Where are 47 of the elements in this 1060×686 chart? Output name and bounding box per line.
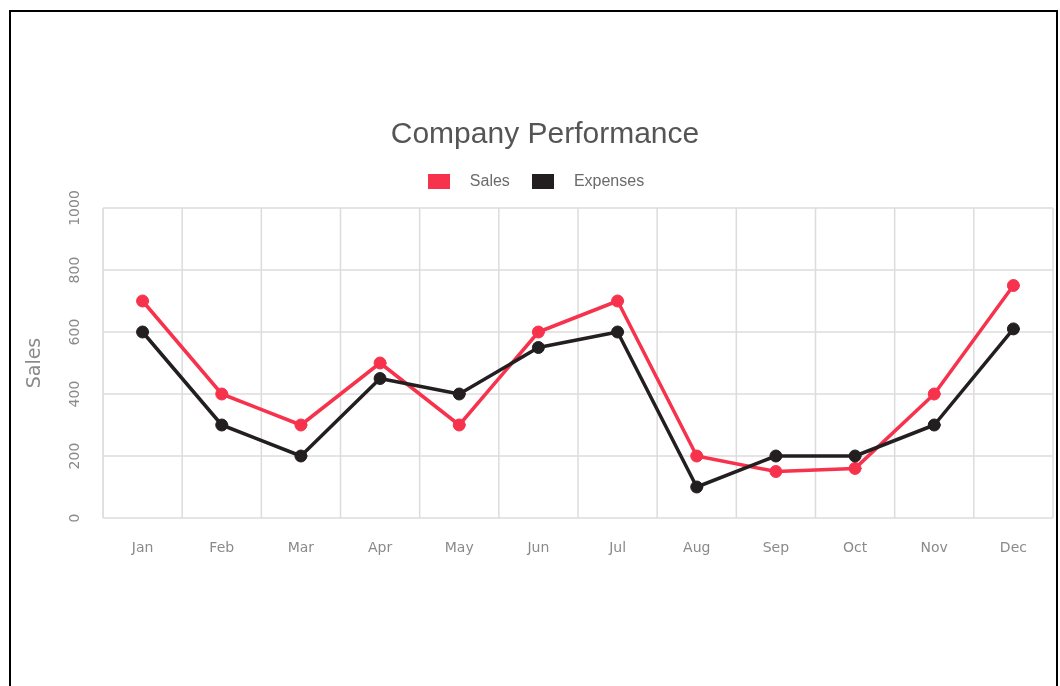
point (452, 418, 466, 432)
x-tick-label: Aug (683, 538, 711, 555)
page-frame: Company Performance Sales Expenses Jan Feb Mar Apr May Jun Jul Aug Sep Oct Nov Dec 0 200 400 600 800 1000 Sales (9, 10, 1058, 686)
point (294, 418, 308, 432)
point (611, 294, 625, 308)
legend-label: Sales (469, 172, 510, 190)
y-tick-label: 0 (66, 513, 82, 523)
y-tick-label: 600 (66, 318, 82, 346)
y-axis-title: Sales (21, 337, 44, 389)
point (294, 449, 308, 463)
x-tick-label: Apr (367, 538, 393, 555)
point (452, 387, 466, 401)
point (848, 461, 862, 475)
point (927, 387, 941, 401)
point (1006, 279, 1020, 292)
x-tick-label: Nov (920, 538, 948, 555)
point (373, 372, 387, 385)
x-tick-label: Jul (608, 538, 627, 555)
y-tick-label: 1000 (66, 190, 82, 226)
y-tick-label: 400 (66, 380, 82, 408)
point (136, 325, 150, 339)
x-tick-label: Jun (526, 538, 550, 555)
point (611, 325, 625, 339)
y-tick-label: 800 (66, 256, 82, 284)
x-tick-label: Jan (130, 538, 154, 555)
x-tick-label: Oct (842, 538, 868, 555)
point (1006, 322, 1020, 336)
point (215, 418, 229, 432)
point (769, 449, 783, 463)
point (531, 325, 545, 339)
point (848, 449, 862, 463)
point (136, 294, 150, 308)
x-tick-label: Feb (209, 538, 235, 555)
x-tick-label: May (444, 538, 474, 555)
point (531, 341, 545, 354)
point (690, 449, 704, 463)
point (690, 480, 704, 494)
point (927, 418, 941, 432)
legend-label: Expenses (573, 172, 645, 190)
point (373, 356, 387, 370)
x-tick-label: Sep (762, 538, 790, 555)
point (215, 387, 229, 401)
y-tick-label: 200 (66, 442, 82, 470)
chart-title: Company Performance (389, 116, 701, 150)
x-tick-label: Dec (999, 538, 1027, 555)
x-tick-label: Mar (287, 538, 315, 555)
point (769, 465, 783, 478)
